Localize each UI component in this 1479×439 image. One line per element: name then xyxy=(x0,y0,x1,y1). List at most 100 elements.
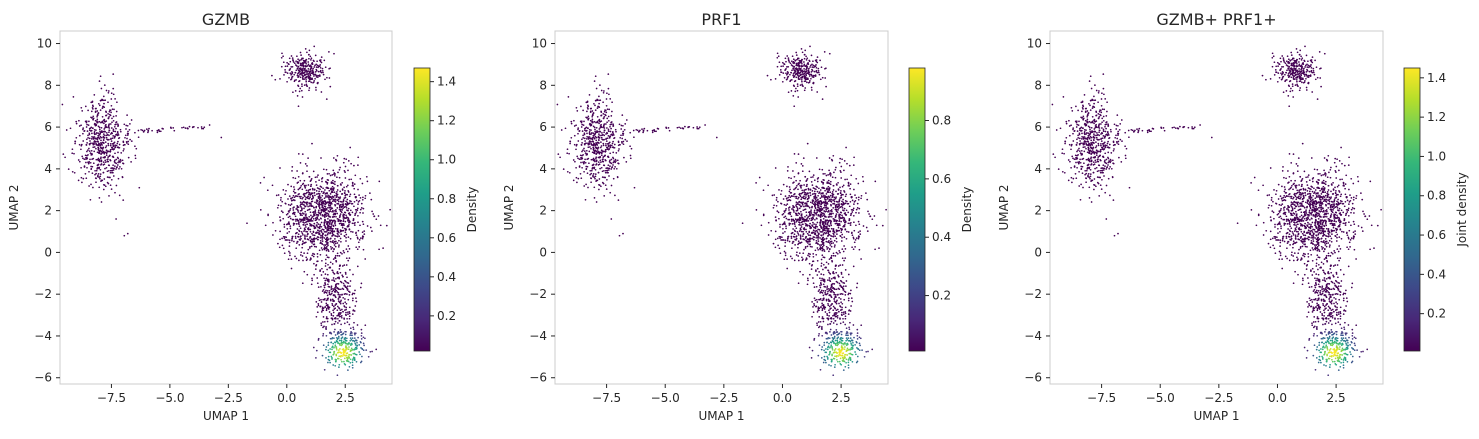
scatter-point xyxy=(292,176,295,179)
scatter-point xyxy=(305,196,308,199)
scatter-point xyxy=(354,174,357,177)
scatter-point xyxy=(806,232,809,235)
scatter-point xyxy=(117,137,120,140)
scatter-point xyxy=(346,358,349,360)
scatter-point xyxy=(832,232,835,235)
scatter-point xyxy=(129,123,131,125)
scatter-point xyxy=(875,224,878,227)
scatter-point xyxy=(145,128,148,130)
scatter-point xyxy=(360,202,363,205)
scatter-point xyxy=(318,197,321,199)
scatter-point xyxy=(633,186,636,189)
scatter-point xyxy=(104,141,107,143)
scatter-point xyxy=(306,209,309,212)
scatter-point xyxy=(788,209,790,211)
scatter-point xyxy=(818,191,821,193)
scatter-point xyxy=(800,198,803,201)
scatter-point xyxy=(339,203,342,206)
scatter-point xyxy=(574,160,576,163)
scatter-point xyxy=(107,169,110,172)
scatter-point xyxy=(330,191,333,194)
scatter-point xyxy=(787,207,790,209)
scatter-point xyxy=(320,221,323,224)
scatter-point xyxy=(792,205,795,208)
scatter-point xyxy=(802,157,805,159)
scatter-point xyxy=(793,153,796,155)
scatter-point xyxy=(291,196,294,199)
scatter-point xyxy=(598,130,601,133)
scatter-point xyxy=(801,201,803,204)
scatter-point xyxy=(598,133,600,135)
scatter-point xyxy=(850,174,853,177)
scatter-point xyxy=(819,200,822,202)
scatter-point xyxy=(90,149,93,152)
scatter-point xyxy=(602,113,605,115)
scatter-point xyxy=(111,108,114,111)
scatter-point xyxy=(811,69,814,72)
scatter-point xyxy=(795,62,798,65)
scatter-point xyxy=(785,198,788,200)
scatter-point xyxy=(605,137,608,140)
scatter-point xyxy=(593,197,596,199)
scatter-point xyxy=(288,195,291,197)
scatter-point xyxy=(110,127,113,129)
scatter-point xyxy=(326,245,328,248)
scatter-point xyxy=(88,129,91,132)
scatter-point xyxy=(817,194,819,197)
scatter-point xyxy=(600,141,602,143)
scatter-point xyxy=(806,205,808,208)
scatter-point xyxy=(782,232,784,234)
scatter-point xyxy=(347,369,349,371)
scatter-point xyxy=(604,159,607,161)
scatter-point xyxy=(821,212,824,215)
scatter-point xyxy=(100,150,102,153)
scatter-point xyxy=(339,205,341,207)
scatter-point xyxy=(340,219,343,222)
scatter-point xyxy=(597,161,600,163)
scatter-point xyxy=(854,246,856,248)
scatter-point xyxy=(590,169,593,172)
scatter-point xyxy=(329,337,332,340)
scatter-point xyxy=(570,122,573,125)
scatter-point xyxy=(354,289,356,292)
scatter-point xyxy=(359,224,361,227)
scatter-point xyxy=(824,219,827,222)
scatter-point xyxy=(314,209,317,211)
scatter-point xyxy=(360,282,363,285)
scatter-point xyxy=(312,217,315,220)
scatter-point xyxy=(359,237,362,239)
scatter-point xyxy=(303,216,306,219)
scatter-point xyxy=(301,282,304,285)
scatter-point xyxy=(328,172,330,175)
scatter-point xyxy=(617,162,620,165)
scatter-point xyxy=(310,57,313,60)
scatter-point xyxy=(330,288,333,291)
scatter-point xyxy=(259,182,262,184)
scatter-point xyxy=(349,339,352,342)
scatter-point xyxy=(334,242,337,245)
scatter-point xyxy=(335,347,338,350)
scatter-point xyxy=(106,176,109,178)
scatter-point xyxy=(595,139,598,142)
scatter-point xyxy=(93,143,95,146)
scatter-point xyxy=(811,206,813,209)
scatter-point xyxy=(303,213,305,215)
scatter-point xyxy=(202,127,205,130)
scatter-point xyxy=(277,242,279,245)
scatter-point xyxy=(344,333,347,336)
scatter-point xyxy=(329,174,332,177)
scatter-point xyxy=(324,279,327,282)
scatter-point xyxy=(263,176,265,179)
scatter-point xyxy=(331,246,334,249)
scatter-point xyxy=(320,157,322,159)
scatter-point xyxy=(803,248,805,251)
scatter-point xyxy=(606,169,609,172)
scatter-point xyxy=(344,217,347,219)
scatter-point xyxy=(288,76,290,79)
scatter-point xyxy=(156,129,159,132)
scatter-point xyxy=(99,168,102,171)
scatter-point xyxy=(333,219,335,222)
scatter-point xyxy=(316,193,318,195)
scatter-point xyxy=(89,161,92,164)
scatter-point xyxy=(603,129,606,132)
